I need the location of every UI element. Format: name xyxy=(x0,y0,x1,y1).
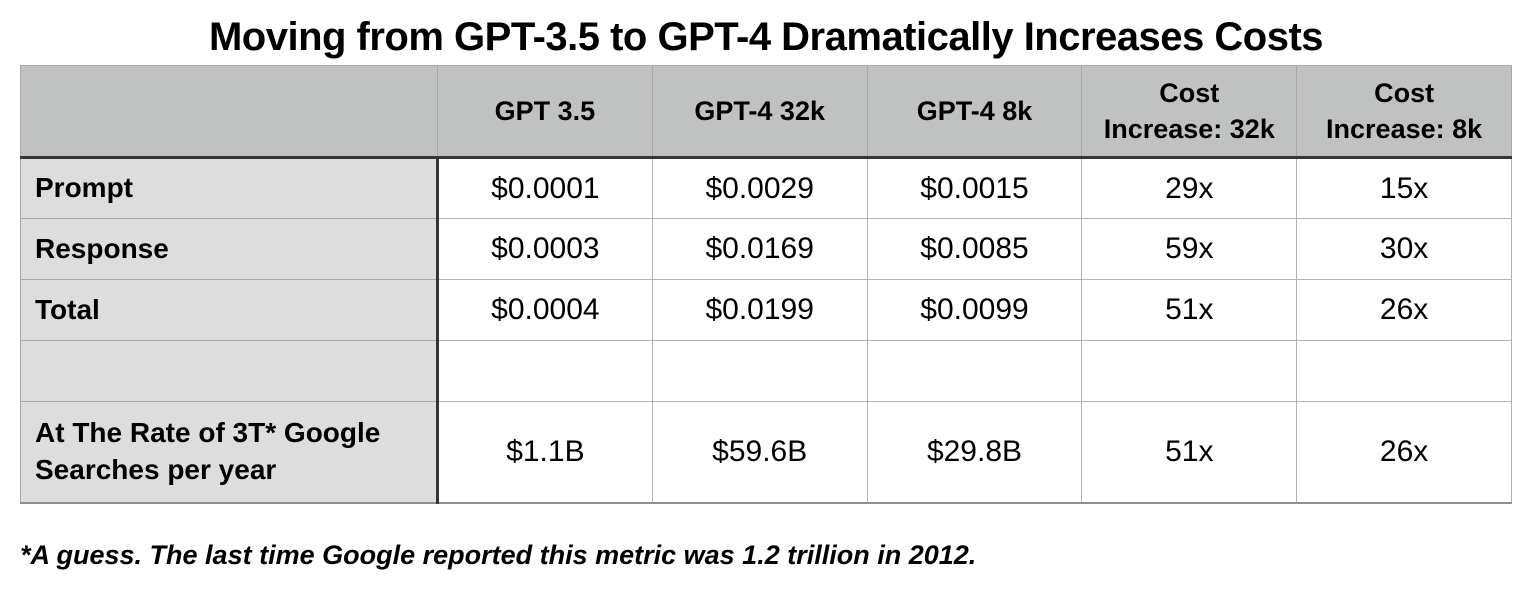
row-label-cell: Total xyxy=(20,279,439,341)
table-cell: $59.6B xyxy=(651,401,868,503)
table-row xyxy=(20,340,1512,402)
table-cell: 51x xyxy=(1081,279,1298,341)
header-row: GPT 3.5 GPT-4 32k GPT-4 8k Cost Increase: 3… xyxy=(20,65,1512,159)
page-title: Moving from GPT-3.5 to GPT-4 Dramaticall… xyxy=(208,15,1324,59)
column-header: Cost Increase: 8k xyxy=(1296,65,1512,159)
table-cell: $0.0085 xyxy=(866,218,1083,280)
table-cell: 59x xyxy=(1081,218,1298,280)
row-label-cell: Response xyxy=(20,218,439,280)
table-cell: $1.1B xyxy=(437,401,653,503)
table-cell xyxy=(1296,340,1512,402)
table-cell: $0.0015 xyxy=(866,157,1083,219)
table-cell xyxy=(437,340,653,402)
row-label-cell: Prompt xyxy=(20,157,439,219)
cost-table: GPT 3.5 GPT-4 32k GPT-4 8k Cost Increase: 3… xyxy=(20,65,1512,504)
table-body: Prompt $0.0001 $0.0029 $0.0015 29x 15x Respons… xyxy=(20,157,1512,503)
table-cell xyxy=(651,340,868,402)
table-cell: 29x xyxy=(1081,157,1298,219)
table-cell: 26x xyxy=(1296,279,1512,341)
corner-header-cell xyxy=(20,65,438,159)
table-row: At The Rate of 3T* Google Searches per y… xyxy=(20,401,1512,503)
column-header: Cost Increase: 32k xyxy=(1081,65,1298,159)
table-cell: 26x xyxy=(1296,401,1512,503)
row-label-cell xyxy=(20,340,439,402)
table-cell: 15x xyxy=(1296,157,1512,219)
table-cell: $0.0199 xyxy=(651,279,868,341)
table-header: GPT 3.5 GPT-4 32k GPT-4 8k Cost Increase: 3… xyxy=(20,65,1512,159)
footnote: *A guess. The last time Google reported … xyxy=(20,539,977,570)
table-row: Response $0.0003 $0.0169 $0.0085 59x 30x xyxy=(20,218,1512,280)
column-header: GPT-4 8k xyxy=(866,65,1083,159)
column-header: GPT-4 32k xyxy=(651,65,868,159)
table-row: Prompt $0.0001 $0.0029 $0.0015 29x 15x xyxy=(20,157,1512,219)
table-cell: $0.0003 xyxy=(437,218,653,280)
row-label-cell: At The Rate of 3T* Google Searches per y… xyxy=(20,401,439,503)
table-row: Total $0.0004 $0.0199 $0.0099 51x 26x xyxy=(20,279,1512,341)
table-cell: $0.0099 xyxy=(866,279,1083,341)
table-cell xyxy=(1081,340,1298,402)
table-cell: $0.0004 xyxy=(437,279,653,341)
column-header: GPT 3.5 xyxy=(437,65,653,159)
table-cell: $0.0029 xyxy=(651,157,868,219)
table-cell: 51x xyxy=(1081,401,1298,503)
table-cell: $0.0169 xyxy=(651,218,868,280)
table-cell: $0.0001 xyxy=(437,157,653,219)
table-cell xyxy=(866,340,1083,402)
table-cell: 30x xyxy=(1296,218,1512,280)
table-cell: $29.8B xyxy=(866,401,1083,503)
